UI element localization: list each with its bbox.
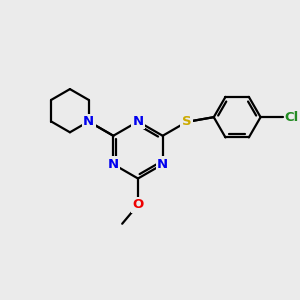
Text: Cl: Cl (284, 111, 298, 124)
Text: N: N (132, 115, 144, 128)
Text: N: N (157, 158, 168, 171)
Text: N: N (108, 158, 119, 171)
Text: S: S (182, 116, 191, 128)
Text: O: O (132, 198, 144, 212)
Text: N: N (83, 115, 94, 128)
